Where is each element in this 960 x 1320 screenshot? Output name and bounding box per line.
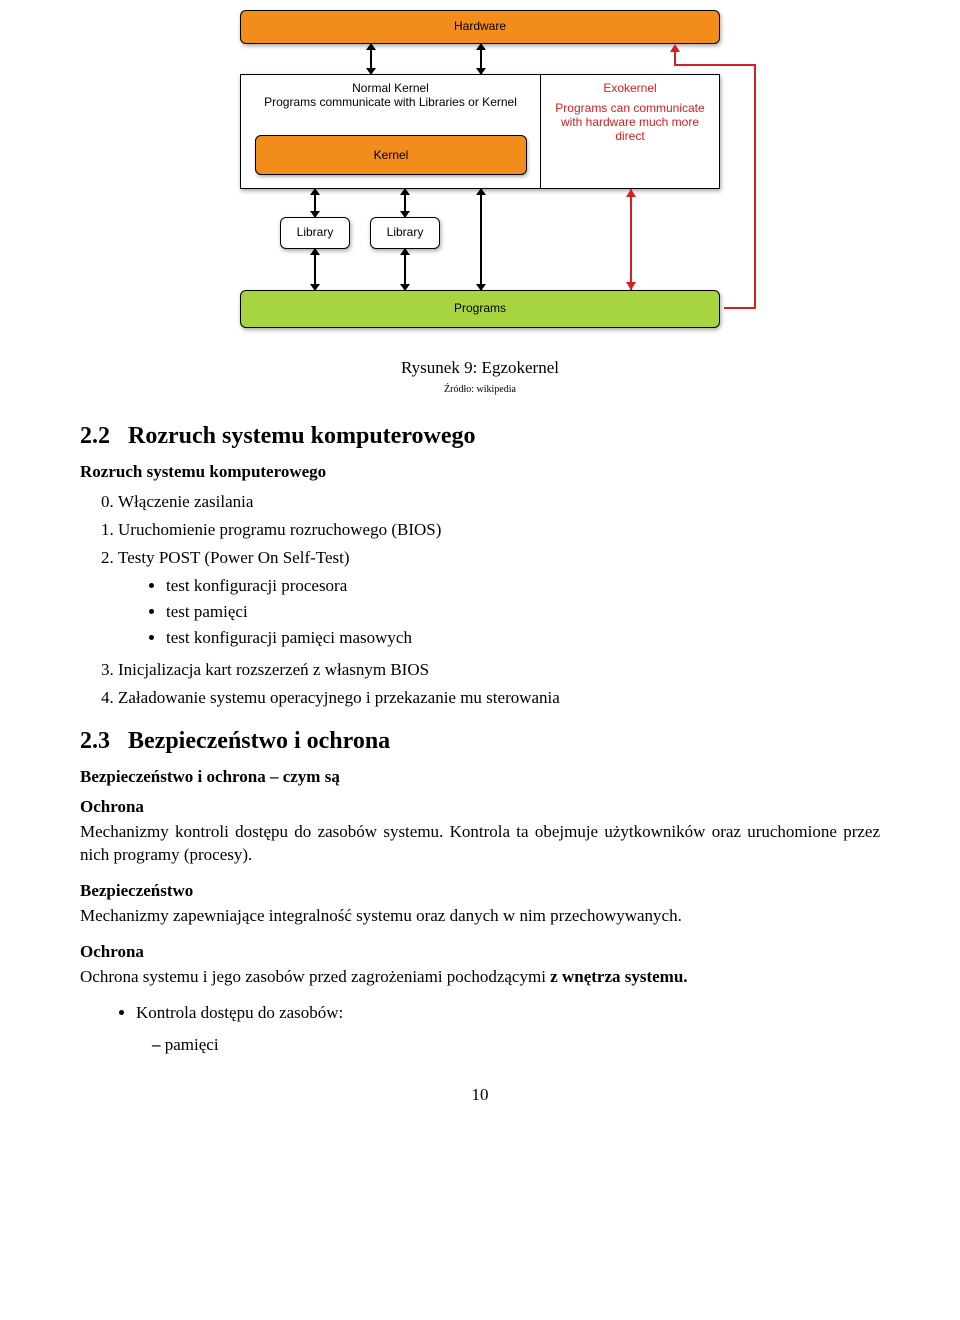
paragraph-heading: Ochrona xyxy=(80,942,880,962)
arrow-icon xyxy=(404,189,406,217)
paragraph: Mechanizmy kontroli dostępu do zasobów s… xyxy=(80,821,880,867)
section-title: Rozruch systemu komputerowego xyxy=(128,423,476,449)
library-box: Library xyxy=(280,217,350,249)
list-item: Inicjalizacja kart rozszerzeń z własnym … xyxy=(118,660,880,680)
red-arrowhead-icon xyxy=(670,44,680,52)
kernel-wrapper-box: Normal Kernel Programs communicate with … xyxy=(240,74,720,189)
paragraph-heading: Ochrona xyxy=(80,797,880,817)
page-number: 10 xyxy=(80,1085,880,1105)
list-item-text: Testy POST (Power On Self-Test) xyxy=(118,548,350,567)
section-number: 2.2 xyxy=(80,423,110,449)
dash-item-text: pamięci xyxy=(165,1035,219,1054)
kernel-box: Kernel xyxy=(255,135,527,175)
arrow-icon xyxy=(480,44,482,74)
red-line xyxy=(754,64,756,308)
section-heading: 2.3 Bezpieczeństwo i ochrona xyxy=(80,728,880,755)
library-box: Library xyxy=(370,217,440,249)
boot-steps-list: Włączenie zasilania Uruchomienie program… xyxy=(80,492,880,708)
paragraph: Mechanizmy zapewniające integralność sys… xyxy=(80,905,880,928)
dash-list: pamięci xyxy=(152,1035,880,1055)
exokernel-diagram: Hardware Normal Kernel Programs communic… xyxy=(220,10,740,340)
red-line xyxy=(724,307,756,309)
subsection-title: Bezpieczeństwo i ochrona – czym są xyxy=(80,767,880,787)
normal-kernel-subtitle: Programs communicate with Libraries or K… xyxy=(241,95,540,109)
list-item: test konfiguracji pamięci masowych xyxy=(166,628,880,648)
paragraph-heading: Bezpieczeństwo xyxy=(80,881,880,901)
dash-list-item: pamięci xyxy=(152,1035,880,1055)
arrow-icon xyxy=(370,44,372,74)
figure-source: Źródło: wikipedia xyxy=(180,384,780,395)
arrow-icon xyxy=(404,249,406,290)
list-item: Kontrola dostępu do zasobów: xyxy=(136,1003,880,1023)
list-item: Załadowanie systemu operacyjnego i przek… xyxy=(118,688,880,708)
section-heading: 2.2 Rozruch systemu komputerowego xyxy=(80,423,880,450)
list-item: Uruchomienie programu rozruchowego (BIOS… xyxy=(118,520,880,540)
list-item: Testy POST (Power On Self-Test) test kon… xyxy=(118,548,880,648)
paragraph: Ochrona systemu i jego zasobów przed zag… xyxy=(80,966,880,989)
normal-kernel-panel: Normal Kernel Programs communicate with … xyxy=(241,75,541,188)
paragraph-bold: z wnętrza systemu. xyxy=(550,967,687,986)
red-arrowhead-icon xyxy=(626,282,636,290)
subsection-title: Rozruch systemu komputerowego xyxy=(80,462,880,482)
figure-caption: Rysunek 9: Egzokernel xyxy=(180,358,780,378)
normal-kernel-title: Normal Kernel xyxy=(241,81,540,95)
diagram-figure: Hardware Normal Kernel Programs communic… xyxy=(180,10,780,395)
exokernel-text: Programs can communicate with hardware m… xyxy=(549,101,711,143)
section-title: Bezpieczeństwo i ochrona xyxy=(128,728,390,754)
list-item: test pamięci xyxy=(166,602,880,622)
list-item: Włączenie zasilania xyxy=(118,492,880,512)
paragraph-text: Ochrona systemu i jego zasobów przed zag… xyxy=(80,967,550,986)
list-item: test konfiguracji procesora xyxy=(166,576,880,596)
red-line xyxy=(630,189,632,290)
page: Hardware Normal Kernel Programs communic… xyxy=(0,10,960,1145)
red-line xyxy=(674,64,756,66)
hardware-box: Hardware xyxy=(240,10,720,44)
arrow-icon xyxy=(314,189,316,217)
arrow-icon xyxy=(314,249,316,290)
section-number: 2.3 xyxy=(80,728,110,754)
post-tests-list: test konfiguracji procesora test pamięci… xyxy=(118,576,880,648)
programs-box: Programs xyxy=(240,290,720,328)
exokernel-panel: Exokernel Programs can communicate with … xyxy=(541,75,719,188)
exokernel-title: Exokernel xyxy=(549,81,711,95)
protection-list: Kontrola dostępu do zasobów: xyxy=(80,1003,880,1023)
red-arrowhead-icon xyxy=(626,189,636,197)
arrow-icon xyxy=(480,189,482,290)
